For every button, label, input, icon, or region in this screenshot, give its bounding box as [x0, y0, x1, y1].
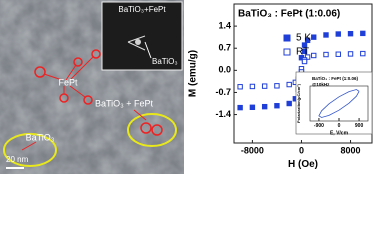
- x-axis-label: E, V/cm: [330, 130, 349, 136]
- data-point: [261, 83, 268, 89]
- data-point: [304, 37, 311, 44]
- data-point: [301, 48, 308, 55]
- legend-label: 5 K: [296, 33, 311, 44]
- data-point: [237, 84, 243, 90]
- data-point: [274, 83, 280, 89]
- legend-label: RT: [296, 47, 309, 58]
- data-point: [301, 58, 308, 65]
- image-label: FePt: [58, 77, 78, 87]
- data-point: [301, 42, 308, 48]
- legend-marker: [283, 48, 291, 56]
- chart-title: BaTiO₃ : FePt (1:0.06): [238, 9, 340, 20]
- data-point: [249, 104, 256, 111]
- data-point: [237, 104, 243, 111]
- y-tick-label: -1.4: [215, 109, 231, 119]
- x-tick-label: 0: [299, 145, 304, 155]
- image-label: BaTiO₃: [26, 132, 55, 142]
- x-tick-label: 8000: [341, 145, 361, 155]
- inset-image: [101, 1, 183, 71]
- data-point: [304, 54, 311, 60]
- data-point: [335, 51, 341, 57]
- y-axis-label: Polarization(μC/cm²): [296, 83, 301, 123]
- x-tick-label: 900: [355, 123, 364, 129]
- x-axis-label: H (Oe): [288, 159, 318, 170]
- tem-image: BaTiO₃+FePt BaTiO₃ FePt BaTiO₃ BaTiO₃ + …: [0, 0, 184, 174]
- charts: -8000 0 8000 -1.4 -0.7 0.0 0.7 1.4 H (Oe) M (emu/…: [188, 3, 373, 170]
- data-point: [335, 31, 341, 37]
- inset-title: BaTiO₃+FePt: [118, 5, 166, 14]
- y-tick-label: 0.0: [218, 65, 231, 75]
- data-point: [286, 81, 292, 88]
- data-point: [286, 100, 292, 107]
- x-tick-label: -8000: [241, 145, 264, 155]
- data-point: [311, 52, 317, 59]
- data-point: [347, 51, 354, 57]
- data-point: [261, 103, 268, 110]
- inset-label: BaTiO₃: [152, 57, 178, 66]
- data-point: [323, 32, 329, 38]
- inset-background: [295, 71, 373, 135]
- y-axis-label: M (emu/g): [188, 50, 199, 97]
- data-point: [360, 50, 366, 57]
- data-point: [360, 30, 366, 37]
- chart-title: BaTiO₃ : FePt (1:0.06): [312, 76, 359, 81]
- image-label: BaTiO₃ + FePt: [95, 98, 154, 108]
- y-tick-label: 0.7: [218, 43, 231, 53]
- data-line: [318, 89, 360, 118]
- scale-bar-label: 20 nm: [6, 155, 29, 164]
- y-tick-label: 1.4: [218, 20, 231, 30]
- y-tick-label: -0.7: [215, 87, 231, 97]
- data-point: [347, 30, 354, 37]
- x-tick-label: -900: [314, 123, 324, 129]
- figure: BaTiO₃+FePt BaTiO₃ FePt BaTiO₃ BaTiO₃ + …: [0, 0, 373, 174]
- data-point: [323, 51, 329, 58]
- data-point: [249, 83, 256, 90]
- legend-marker: [283, 34, 291, 42]
- chart-subtitle: @10kHz: [312, 82, 330, 87]
- data-point: [311, 34, 317, 40]
- data-point: [274, 103, 280, 109]
- x-tick-label: 0: [338, 123, 341, 129]
